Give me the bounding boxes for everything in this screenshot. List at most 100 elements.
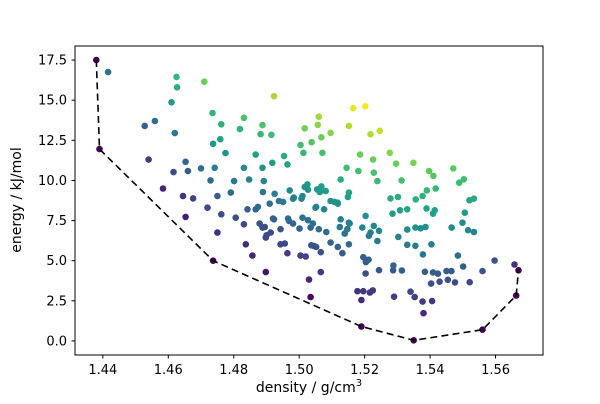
scatter-point xyxy=(345,122,353,130)
scatter-point xyxy=(428,241,435,248)
scatter-point xyxy=(305,276,313,283)
scatter-point xyxy=(369,156,377,163)
scatter-point xyxy=(451,279,459,286)
scatter-point xyxy=(159,185,167,192)
x-tick-label: 1.56 xyxy=(481,363,510,378)
scatter-point xyxy=(349,104,357,112)
scatter-point xyxy=(300,149,307,157)
scatter-point xyxy=(444,276,452,284)
scatter-point xyxy=(376,127,384,135)
scatter-point xyxy=(403,241,411,249)
scatter-point xyxy=(390,262,397,269)
scatter-point xyxy=(207,177,214,184)
scatter-point xyxy=(145,156,152,163)
scatter-point xyxy=(403,206,411,213)
scatter-point xyxy=(360,287,367,295)
y-tick-label: 10.0 xyxy=(38,174,67,189)
scatter-point xyxy=(316,188,324,196)
scatter-point xyxy=(420,309,427,317)
scatter-point xyxy=(222,149,229,157)
scatter-point xyxy=(370,169,378,176)
scatter-point xyxy=(334,243,342,251)
scatter-point xyxy=(512,292,520,299)
scatter-point xyxy=(259,188,267,196)
scatter-point xyxy=(389,267,397,274)
scatter-point xyxy=(284,215,292,222)
scatter-point xyxy=(461,209,469,216)
scatter-point xyxy=(312,203,320,211)
scatter-point xyxy=(217,135,224,143)
scatter-point xyxy=(252,151,259,158)
scatter-point xyxy=(318,134,325,141)
scatter-point xyxy=(218,211,225,218)
scatter-point xyxy=(259,164,266,172)
scatter-point xyxy=(470,195,478,202)
scatter-point xyxy=(240,164,248,172)
scatter-point xyxy=(374,237,381,245)
y-tick-label: 17.5 xyxy=(38,54,67,69)
scatter-point xyxy=(387,195,394,202)
scatter-point xyxy=(374,177,381,185)
scatter-point xyxy=(312,243,320,251)
scatter-point xyxy=(298,195,305,202)
scatter-point xyxy=(170,168,177,176)
scatter-point xyxy=(299,214,306,221)
scatter-point xyxy=(459,219,466,226)
x-tick-label: 1.52 xyxy=(350,363,379,378)
scatter-point xyxy=(314,121,322,129)
x-tick-label: 1.54 xyxy=(416,363,445,378)
scatter-point xyxy=(423,187,431,194)
scatter-point xyxy=(412,242,419,250)
scatter-point xyxy=(277,225,284,233)
scatter-point xyxy=(358,323,365,330)
scatter-point xyxy=(367,130,374,138)
scatter-point xyxy=(491,257,498,264)
scatter-point xyxy=(428,297,436,305)
scatter-point xyxy=(141,122,148,130)
scatter-point xyxy=(375,266,383,274)
plot-area: 1.44 1.46 1.48 1.50 1.52 1.54 1.56 0.0 2.5 5.0 7.5… xyxy=(38,45,544,378)
scatter-point xyxy=(151,117,159,125)
scatter-point xyxy=(240,114,248,122)
scatter-point xyxy=(269,159,276,167)
scatter-point xyxy=(334,200,342,207)
scatter-point xyxy=(327,239,334,246)
scatter-point xyxy=(209,109,216,117)
x-tick-label: 1.50 xyxy=(285,363,314,378)
scatter-point xyxy=(450,165,457,172)
y-tick-label: 5.0 xyxy=(46,254,67,269)
scatter-point xyxy=(337,176,345,183)
scatter-point xyxy=(354,287,361,295)
scatter-point xyxy=(386,149,394,157)
scatter-point xyxy=(214,192,221,200)
scatter-point xyxy=(230,177,238,185)
scatter-point xyxy=(244,206,251,213)
scatter-point xyxy=(171,129,179,137)
scatter-point xyxy=(358,296,365,304)
scatter-point xyxy=(240,221,248,228)
scatter-point xyxy=(236,125,244,133)
scatter-point xyxy=(289,220,297,227)
y-tick-label: 0.0 xyxy=(46,334,67,349)
scatter-point xyxy=(455,179,463,186)
scatter-point xyxy=(412,196,420,203)
scatter-point xyxy=(266,200,274,207)
scatter-point xyxy=(479,326,486,334)
scatter-point xyxy=(269,215,277,222)
scatter-point xyxy=(315,225,323,233)
scatter-point xyxy=(301,125,309,132)
scatter-point xyxy=(304,216,312,224)
scatter-point xyxy=(394,193,402,201)
scatter-point xyxy=(232,214,239,221)
scatter-point xyxy=(218,121,225,128)
y-tick-label: 15.0 xyxy=(38,94,67,109)
scatter-point xyxy=(460,176,468,183)
scatter-point xyxy=(355,167,362,175)
scatter-point xyxy=(362,212,369,220)
scatter-point xyxy=(466,278,474,286)
scatter-point xyxy=(479,267,486,275)
scatter-point xyxy=(297,141,304,149)
scatter-point xyxy=(284,161,291,168)
scatter-point xyxy=(412,224,419,231)
